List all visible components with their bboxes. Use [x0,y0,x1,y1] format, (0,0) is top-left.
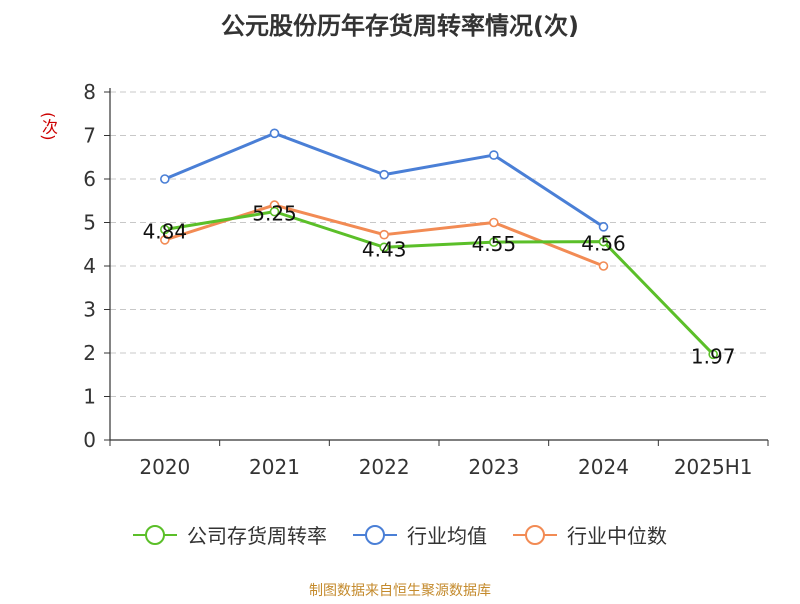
series-line-0 [164,210,715,356]
data-point-1 [269,128,280,139]
data-point-0 [269,206,280,217]
y-tick-label: 6 [83,167,96,191]
y-tick-label: 0 [83,428,96,452]
x-tick-label: 2020 [139,455,190,479]
legend-label-company: 公司存货周转率 [187,524,327,548]
legend-item-industry-mean[interactable]: 行业均值 [353,520,487,549]
source-note: 制图数据来自恒生聚源数据库 [309,583,491,599]
x-tick-label: 2025H1 [674,455,753,479]
x-tick-label: 2022 [359,455,410,479]
x-tick-label: 2023 [468,455,519,479]
data-label: 4.84 [143,219,188,243]
data-point-0 [379,242,389,253]
y-axis-unit-label: (次) [39,112,58,141]
data-label: 1.97 [691,344,736,368]
legend-swatch-industry-mean [353,524,397,545]
series-line-1 [164,131,605,229]
data-point-2 [489,217,499,228]
y-tick-label: 3 [83,298,96,322]
data-label: 4.56 [581,232,626,256]
data-point-0 [489,237,499,247]
data-point-0 [708,349,718,360]
data-label: 4.43 [362,237,407,261]
y-tick-label: 1 [83,385,96,409]
data-point-1 [160,174,170,184]
legend-label-industry-mean: 行业均值 [407,524,487,548]
y-tick-label: 2 [83,341,96,365]
data-point-0 [598,236,609,247]
data-point-1 [379,169,389,180]
legend-item-industry-median[interactable]: 行业中位数 [513,520,667,549]
chart-title: 公元股份历年存货周转率情况(次) [221,12,579,40]
legend-label-industry-median: 行业中位数 [567,524,667,548]
data-label: 4.55 [472,232,517,256]
y-tick-label: 7 [83,124,96,148]
data-point-2 [379,229,389,240]
data-point-0 [160,224,170,235]
data-point-2 [598,261,609,271]
legend: 公司存货周转率 行业均值 行业中位数 [0,520,800,549]
y-tick-label: 4 [83,254,96,278]
data-label: 5.25 [252,202,297,226]
data-point-1 [489,150,499,160]
legend-swatch-industry-median [513,524,557,545]
y-tick-label: 8 [83,80,96,104]
data-point-2 [160,235,170,245]
y-tick-label: 5 [83,211,96,235]
data-point-1 [598,222,609,232]
legend-item-company[interactable]: 公司存货周转率 [133,520,327,549]
x-tick-label: 2021 [249,455,300,479]
legend-swatch-company [133,524,177,545]
x-tick-label: 2024 [578,455,629,479]
